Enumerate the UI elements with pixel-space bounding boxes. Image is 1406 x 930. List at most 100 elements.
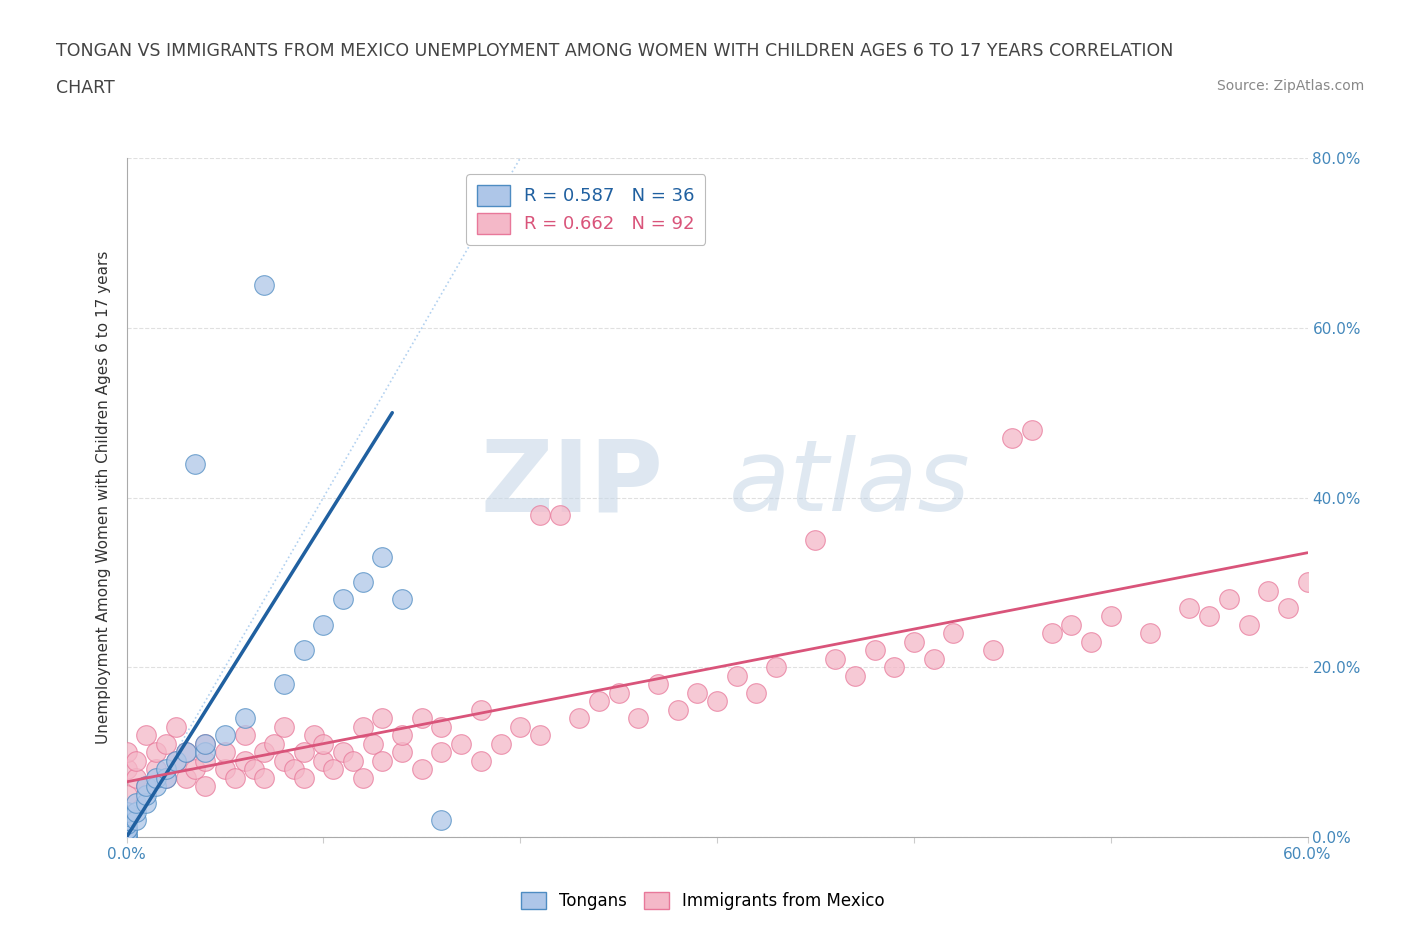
Point	[1099, 609, 1122, 624]
Legend: Tongans, Immigrants from Mexico: Tongans, Immigrants from Mexico	[515, 885, 891, 917]
Point	[391, 727, 413, 742]
Point	[253, 278, 276, 293]
Point	[115, 813, 138, 828]
Text: TONGAN VS IMMIGRANTS FROM MEXICO UNEMPLOYMENT AMONG WOMEN WITH CHILDREN AGES 6 T: TONGAN VS IMMIGRANTS FROM MEXICO UNEMPLO…	[56, 42, 1174, 60]
Point	[273, 677, 295, 692]
Point	[115, 821, 138, 836]
Point	[352, 770, 374, 785]
Point	[1257, 583, 1279, 598]
Point	[1218, 592, 1240, 607]
Point	[430, 813, 453, 828]
Point	[283, 762, 305, 777]
Point	[135, 778, 157, 793]
Point	[745, 685, 768, 700]
Point	[174, 745, 197, 760]
Y-axis label: Unemployment Among Women with Children Ages 6 to 17 years: Unemployment Among Women with Children A…	[96, 251, 111, 744]
Point	[666, 702, 689, 717]
Point	[125, 813, 148, 828]
Point	[342, 753, 364, 768]
Point	[145, 770, 167, 785]
Point	[184, 762, 207, 777]
Point	[292, 643, 315, 658]
Point	[273, 719, 295, 734]
Point	[470, 702, 492, 717]
Legend: R = 0.587   N = 36, R = 0.662   N = 92: R = 0.587 N = 36, R = 0.662 N = 92	[467, 174, 706, 245]
Point	[165, 753, 187, 768]
Point	[1198, 609, 1220, 624]
Text: Source: ZipAtlas.com: Source: ZipAtlas.com	[1216, 79, 1364, 93]
Point	[647, 677, 669, 692]
Point	[1296, 575, 1319, 590]
Point	[942, 626, 965, 641]
Point	[322, 762, 344, 777]
Point	[1237, 618, 1260, 632]
Point	[981, 643, 1004, 658]
Point	[1139, 626, 1161, 641]
Point	[194, 745, 217, 760]
Point	[125, 796, 148, 811]
Point	[174, 770, 197, 785]
Point	[155, 770, 177, 785]
Point	[529, 507, 551, 522]
Point	[194, 753, 217, 768]
Point	[263, 737, 285, 751]
Point	[155, 737, 177, 751]
Point	[1178, 601, 1201, 616]
Point	[863, 643, 886, 658]
Point	[1021, 422, 1043, 437]
Point	[115, 821, 138, 836]
Point	[115, 817, 138, 831]
Point	[214, 745, 236, 760]
Point	[627, 711, 650, 725]
Point	[115, 787, 138, 802]
Point	[184, 457, 207, 472]
Point	[115, 825, 138, 840]
Point	[450, 737, 472, 751]
Point	[686, 685, 709, 700]
Point	[155, 770, 177, 785]
Point	[145, 778, 167, 793]
Point	[135, 778, 157, 793]
Point	[125, 770, 148, 785]
Point	[352, 719, 374, 734]
Point	[194, 737, 217, 751]
Text: CHART: CHART	[56, 79, 115, 97]
Point	[135, 727, 157, 742]
Point	[115, 762, 138, 777]
Point	[332, 592, 354, 607]
Point	[312, 737, 335, 751]
Point	[292, 770, 315, 785]
Point	[361, 737, 384, 751]
Point	[194, 778, 217, 793]
Point	[115, 745, 138, 760]
Point	[115, 808, 138, 823]
Point	[1277, 601, 1299, 616]
Point	[145, 762, 167, 777]
Point	[135, 796, 157, 811]
Point	[253, 745, 276, 760]
Point	[725, 669, 748, 684]
Point	[253, 770, 276, 785]
Point	[765, 660, 787, 675]
Point	[174, 745, 197, 760]
Point	[125, 753, 148, 768]
Point	[706, 694, 728, 709]
Point	[489, 737, 512, 751]
Point	[302, 727, 325, 742]
Point	[214, 762, 236, 777]
Point	[430, 745, 453, 760]
Point	[233, 753, 256, 768]
Point	[568, 711, 591, 725]
Point	[922, 651, 945, 666]
Point	[509, 719, 531, 734]
Point	[115, 830, 138, 844]
Point	[411, 762, 433, 777]
Point	[233, 711, 256, 725]
Point	[224, 770, 246, 785]
Point	[273, 753, 295, 768]
Point	[1040, 626, 1063, 641]
Point	[883, 660, 905, 675]
Point	[588, 694, 610, 709]
Point	[125, 804, 148, 819]
Point	[214, 727, 236, 742]
